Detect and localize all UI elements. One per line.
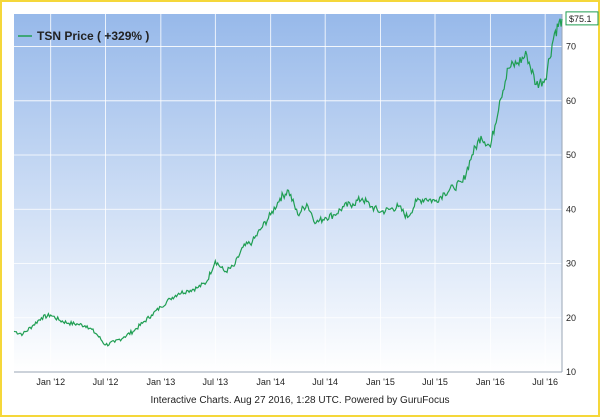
plot-area (14, 14, 562, 372)
y-tick-label: 40 (566, 204, 576, 214)
x-tick-label: Jul '15 (422, 377, 448, 387)
chart-credit: Interactive Charts. Aug 27 2016, 1:28 UT… (150, 395, 450, 406)
x-tick-label: Jul '16 (532, 377, 558, 387)
y-tick-label: 10 (566, 367, 576, 377)
y-tick-label: 70 (566, 42, 576, 52)
x-tick-label: Jan '16 (476, 377, 505, 387)
series-line-tsn-price (13, 18, 563, 347)
x-tick-label: Jan '13 (146, 377, 175, 387)
last-value-label: $75.1 (569, 14, 592, 24)
y-tick-label: 20 (566, 313, 576, 323)
y-tick-label: 30 (566, 259, 576, 269)
last-value-marker: $75.1 (565, 11, 599, 26)
legend: TSN Price ( +329% ) (18, 29, 149, 43)
x-tick-label: Jul '14 (312, 377, 338, 387)
y-tick-label: 50 (566, 150, 576, 160)
last-value-box (565, 11, 599, 26)
legend-label: TSN Price ( +329% ) (37, 29, 149, 43)
x-tick-label: Jul '13 (202, 377, 228, 387)
y-tick-label: 60 (566, 96, 576, 106)
x-tick-label: Jan '15 (366, 377, 395, 387)
x-tick-label: Jan '14 (256, 377, 285, 387)
axes: 10 20 30 40 50 60 70 Jan '12 Jul '12 Jan '13 Jul '… (14, 14, 576, 387)
x-tick-label: Jul '12 (93, 377, 119, 387)
x-tick-label: Jan '12 (36, 377, 65, 387)
